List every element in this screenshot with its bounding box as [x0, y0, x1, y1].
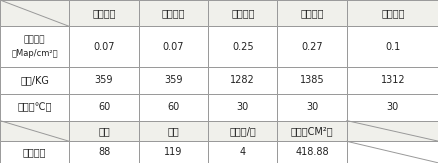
Text: 1282: 1282	[230, 75, 254, 85]
Bar	[346, 94, 438, 121]
Text: 359: 359	[95, 75, 113, 85]
Bar	[346, 121, 438, 141]
Text: 四段压力: 四段压力	[300, 8, 323, 18]
Text: 88: 88	[98, 147, 110, 157]
Bar	[208, 0, 277, 26]
Bar	[0, 141, 69, 163]
Bar	[208, 141, 277, 163]
Text: 119: 119	[164, 147, 182, 157]
Text: 长度: 长度	[98, 126, 110, 136]
Text: 0.1: 0.1	[385, 42, 399, 52]
Bar	[208, 67, 277, 94]
Bar	[138, 121, 208, 141]
Bar	[277, 141, 346, 163]
Bar	[208, 26, 277, 67]
Bar	[208, 94, 277, 121]
Text: 一段压力: 一段压力	[92, 8, 116, 18]
Bar	[277, 94, 346, 121]
Bar	[69, 121, 138, 141]
Bar	[0, 94, 69, 121]
Text: 三段压力: 三段压力	[230, 8, 254, 18]
Text: 30: 30	[236, 102, 248, 112]
Bar	[0, 0, 69, 26]
Bar	[138, 67, 208, 94]
Text: 0.25: 0.25	[231, 42, 253, 52]
Text: 压力/KG: 压力/KG	[20, 75, 49, 85]
Bar	[277, 67, 346, 94]
Text: 0.27: 0.27	[300, 42, 322, 52]
Bar	[0, 26, 69, 67]
Bar	[0, 121, 69, 141]
Bar	[346, 67, 438, 94]
Text: 30: 30	[305, 102, 318, 112]
Bar	[208, 121, 277, 141]
Bar	[346, 141, 438, 163]
Text: 压强输入: 压强输入	[24, 36, 45, 45]
Bar	[138, 94, 208, 121]
Text: 4: 4	[239, 147, 245, 157]
Bar	[69, 26, 138, 67]
Text: 30: 30	[386, 102, 398, 112]
Bar	[138, 26, 208, 67]
Bar	[138, 141, 208, 163]
Bar	[0, 67, 69, 94]
Bar	[69, 94, 138, 121]
Bar	[69, 141, 138, 163]
Text: 418.88: 418.88	[295, 147, 328, 157]
Bar	[69, 67, 138, 94]
Text: 359: 359	[164, 75, 182, 85]
Bar	[138, 0, 208, 26]
Bar	[346, 26, 438, 67]
Text: 60: 60	[167, 102, 179, 112]
Text: 1385: 1385	[299, 75, 324, 85]
Text: 宽度: 宽度	[167, 126, 179, 136]
Text: 1312: 1312	[380, 75, 404, 85]
Text: （Map/cm²）: （Map/cm²）	[11, 49, 58, 58]
Text: 温度（℃）: 温度（℃）	[18, 102, 52, 112]
Bar	[277, 26, 346, 67]
Text: 面积（CM²）: 面积（CM²）	[290, 126, 333, 136]
Text: 五段压力: 五段压力	[380, 8, 404, 18]
Text: 电芯参数: 电芯参数	[23, 147, 46, 157]
Bar	[346, 0, 438, 26]
Text: 0.07: 0.07	[162, 42, 184, 52]
Text: 60: 60	[98, 102, 110, 112]
Text: 电芯数/层: 电芯数/层	[229, 126, 255, 136]
Bar	[277, 0, 346, 26]
Bar	[277, 121, 346, 141]
Text: 0.07: 0.07	[93, 42, 114, 52]
Bar	[69, 0, 138, 26]
Text: 二段压力: 二段压力	[161, 8, 185, 18]
